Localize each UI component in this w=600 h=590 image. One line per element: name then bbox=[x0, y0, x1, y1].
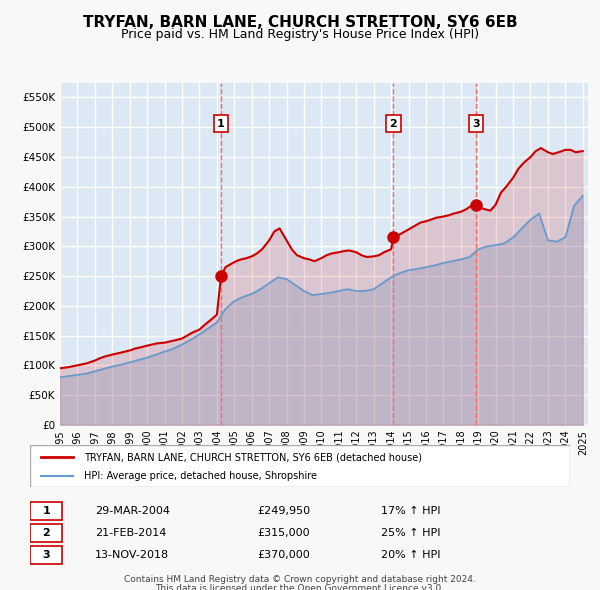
Text: £315,000: £315,000 bbox=[257, 528, 310, 538]
Text: £370,000: £370,000 bbox=[257, 550, 310, 560]
Text: £249,950: £249,950 bbox=[257, 506, 310, 516]
FancyBboxPatch shape bbox=[30, 502, 62, 520]
Text: 2: 2 bbox=[43, 528, 50, 538]
Text: 29-MAR-2004: 29-MAR-2004 bbox=[95, 506, 170, 516]
Text: 3: 3 bbox=[43, 550, 50, 560]
FancyBboxPatch shape bbox=[30, 525, 62, 542]
Text: 1: 1 bbox=[217, 119, 225, 129]
Text: TRYFAN, BARN LANE, CHURCH STRETTON, SY6 6EB (detached house): TRYFAN, BARN LANE, CHURCH STRETTON, SY6 … bbox=[84, 452, 422, 462]
Text: 3: 3 bbox=[472, 119, 480, 129]
Text: 13-NOV-2018: 13-NOV-2018 bbox=[95, 550, 169, 560]
Text: TRYFAN, BARN LANE, CHURCH STRETTON, SY6 6EB: TRYFAN, BARN LANE, CHURCH STRETTON, SY6 … bbox=[83, 15, 517, 30]
Text: 20% ↑ HPI: 20% ↑ HPI bbox=[381, 550, 440, 560]
Text: 25% ↑ HPI: 25% ↑ HPI bbox=[381, 528, 440, 538]
Text: Price paid vs. HM Land Registry's House Price Index (HPI): Price paid vs. HM Land Registry's House … bbox=[121, 28, 479, 41]
FancyBboxPatch shape bbox=[30, 546, 62, 564]
Text: HPI: Average price, detached house, Shropshire: HPI: Average price, detached house, Shro… bbox=[84, 471, 317, 481]
Text: Contains HM Land Registry data © Crown copyright and database right 2024.: Contains HM Land Registry data © Crown c… bbox=[124, 575, 476, 584]
FancyBboxPatch shape bbox=[30, 445, 570, 487]
Text: 1: 1 bbox=[43, 506, 50, 516]
Text: This data is licensed under the Open Government Licence v3.0.: This data is licensed under the Open Gov… bbox=[155, 584, 445, 590]
Text: 2: 2 bbox=[389, 119, 397, 129]
Text: 17% ↑ HPI: 17% ↑ HPI bbox=[381, 506, 440, 516]
Text: 21-FEB-2014: 21-FEB-2014 bbox=[95, 528, 166, 538]
